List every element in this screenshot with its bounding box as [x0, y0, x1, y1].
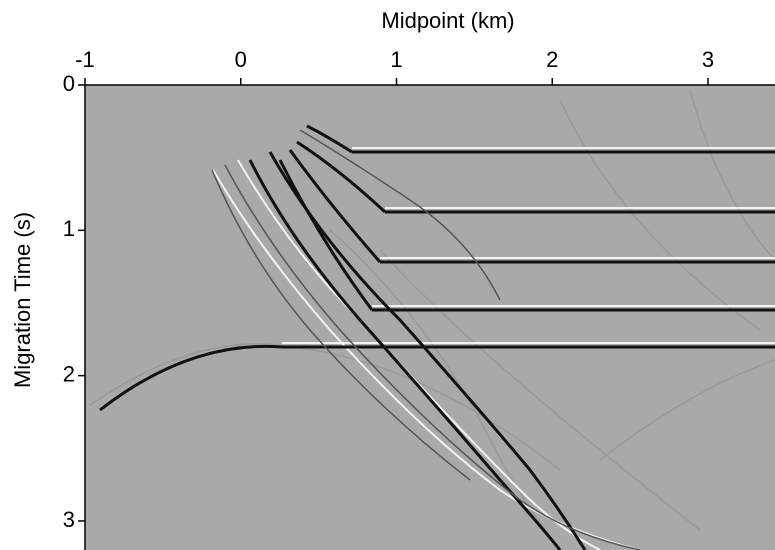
chart: Midpoint (km) Migration Time (s) -101230…	[0, 0, 775, 550]
y-tick-label: 1	[63, 216, 75, 241]
y-tick-label: 0	[63, 71, 75, 96]
x-tick-label: 2	[546, 47, 558, 72]
seismic-image	[85, 85, 775, 550]
x-tick-label: -1	[75, 47, 95, 72]
x-tick-label: 1	[390, 47, 402, 72]
y-axis-title: Migration Time (s)	[10, 212, 35, 388]
image-background	[85, 85, 775, 550]
y-tick-label: 2	[63, 361, 75, 386]
x-axis-title: Midpoint (km)	[381, 8, 514, 33]
y-tick-label: 3	[63, 507, 75, 532]
x-tick-label: 3	[702, 47, 714, 72]
x-tick-label: 0	[235, 47, 247, 72]
